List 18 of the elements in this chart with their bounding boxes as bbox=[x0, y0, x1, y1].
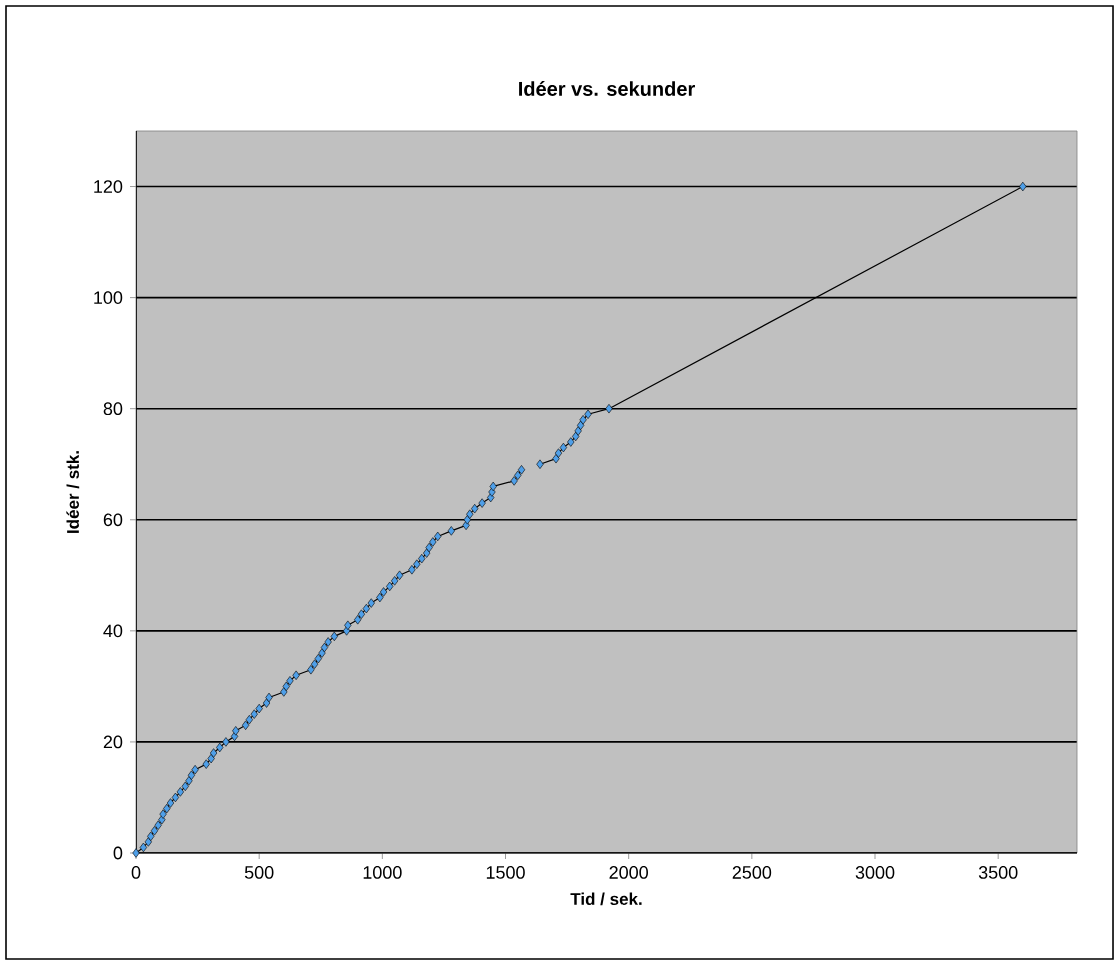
y-tick-label: 60 bbox=[103, 513, 123, 527]
y-tick-label: 100 bbox=[94, 291, 123, 304]
x-axis-title: Tid / sek. bbox=[570, 892, 642, 906]
y-tick-label: 20 bbox=[103, 735, 123, 749]
x-tick-label: 1000 bbox=[363, 866, 402, 879]
x-tick-label: 2000 bbox=[609, 866, 648, 879]
x-tick-label: 1500 bbox=[486, 866, 525, 879]
x-tick-label: 500 bbox=[244, 866, 274, 879]
x-tick-label: 2500 bbox=[732, 866, 772, 879]
y-tick-label: 40 bbox=[103, 624, 123, 638]
y-axis-title: Idéer / stk. bbox=[66, 451, 80, 533]
x-tick-label: 3000 bbox=[855, 866, 895, 879]
chart-title: Idéer vs. sekunder bbox=[519, 81, 695, 96]
y-tick-label: 80 bbox=[103, 402, 123, 416]
x-tick-label: 0 bbox=[131, 866, 141, 879]
y-tick-label: 0 bbox=[113, 846, 123, 860]
x-tick-label: 3500 bbox=[978, 866, 1018, 879]
y-tick-label: 120 bbox=[94, 180, 123, 193]
